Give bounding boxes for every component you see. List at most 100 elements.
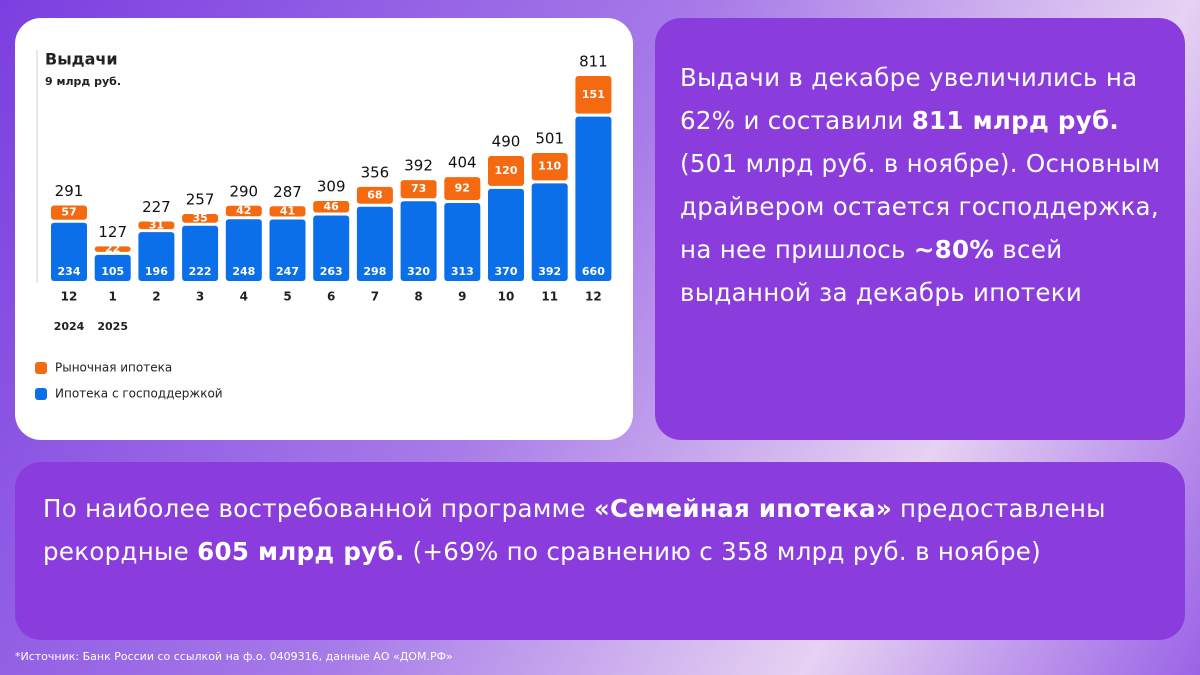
data-label: 35 (192, 211, 207, 224)
data-label: 222 (189, 265, 212, 278)
bar-segment (488, 188, 524, 281)
total-label: 227 (142, 198, 171, 216)
bar-segment (531, 152, 568, 181)
total-label: 490 (492, 132, 521, 150)
bar-segment (400, 201, 437, 281)
data-label: 320 (407, 265, 430, 278)
text-run: предоставлены рекордные (43, 494, 1106, 566)
text-run: (501 млрд руб. в ноябре). Основным драйв… (680, 149, 1161, 264)
total-label: 356 (361, 163, 390, 181)
chart-card: Выдачи 9 млрд руб. 234 57 291 12 105 22 127 1 19… (15, 18, 633, 440)
bar-segment (575, 76, 612, 114)
text-run: 605 млрд руб. (197, 537, 405, 566)
total-label: 290 (229, 182, 258, 200)
legend-label: Рыночная ипотека (55, 361, 172, 375)
x-tick-label: 1 (109, 290, 117, 304)
panel-text: По наиболее востребованной программе «Се… (43, 487, 1163, 573)
data-label: 41 (280, 204, 295, 217)
footnote: *Источник: Банк России со ссылкой на ф.о… (15, 650, 453, 663)
data-label: 31 (149, 218, 164, 231)
total-label: 257 (186, 190, 215, 208)
total-label: 291 (55, 182, 84, 200)
data-label: 298 (363, 265, 386, 278)
data-label: 247 (276, 265, 299, 278)
bar-segment (313, 201, 350, 213)
text-run: По наиболее востребованной программе (43, 494, 594, 523)
bar-segment (531, 183, 568, 281)
data-label: 196 (145, 265, 168, 278)
bar-segment (575, 116, 612, 282)
bar-segment (182, 213, 219, 223)
data-label: 110 (538, 160, 561, 173)
x-tick-label: 11 (541, 290, 558, 304)
data-label: 151 (582, 88, 605, 101)
data-label: 46 (324, 200, 340, 213)
data-label: 57 (61, 206, 76, 219)
data-label: 22 (105, 242, 120, 255)
data-label: 370 (495, 265, 518, 278)
text-run: «Семейная ипотека» (593, 494, 892, 523)
text-run: 811 млрд руб. (911, 106, 1120, 135)
chart: Выдачи 9 млрд руб. 234572911210522127119… (35, 50, 612, 401)
total-label: 404 (448, 154, 477, 172)
data-label: 92 (455, 182, 470, 195)
x-tick-label: 12 (61, 290, 78, 304)
bar-segment (225, 219, 262, 281)
total-label: 392 (404, 157, 433, 175)
bar-segment (51, 205, 87, 220)
x-tick-label: 9 (458, 290, 466, 304)
x-tick-label: 12 (585, 290, 602, 304)
bar-segment (138, 221, 175, 230)
data-label: 68 (367, 188, 382, 201)
data-label: 263 (320, 265, 343, 278)
chart-subtitle: 9 млрд руб. (45, 75, 121, 88)
bar-segment (94, 246, 131, 252)
total-label: 287 (273, 183, 302, 201)
data-label: 660 (582, 265, 605, 278)
x-tick-label: 10 (498, 290, 515, 304)
bar-segment (269, 206, 306, 217)
data-label: 392 (538, 265, 561, 278)
x-tick-label: 3 (196, 290, 204, 304)
bar-segment (444, 177, 481, 201)
bar-segment (138, 232, 175, 281)
legend-swatch (35, 362, 47, 374)
bar-segment (269, 219, 306, 281)
x-tick-label: 7 (371, 290, 379, 304)
data-label: 248 (232, 265, 255, 278)
text-run: всей выданной за декабрь ипотеки (680, 235, 1083, 307)
data-label: 105 (101, 265, 124, 278)
text-run: ~80% (913, 235, 995, 264)
year-label: 2025 (97, 320, 128, 333)
bar-segment (400, 180, 437, 199)
x-tick-label: 6 (327, 290, 335, 304)
legend-swatch (35, 388, 47, 400)
data-label: 42 (236, 204, 251, 217)
total-label: 811 (579, 53, 608, 71)
bar-segment (225, 205, 262, 217)
year-label: 2024 (54, 320, 85, 333)
x-tick-label: 8 (414, 290, 422, 304)
bar-segment (51, 222, 87, 281)
text-card: По наиболее востребованной программе «Се… (15, 462, 1185, 640)
x-tick-label: 4 (240, 290, 248, 304)
x-tick-label: 5 (283, 290, 291, 304)
text-run: Выдачи в декабре увеличились на 62% и со… (680, 63, 1138, 135)
bar-segment (444, 203, 481, 281)
total-label: 127 (98, 223, 127, 241)
data-label: 120 (495, 164, 518, 177)
bar-segment (94, 254, 131, 281)
legend-label: Ипотека с господдержкой (55, 387, 223, 401)
x-tick-label: 2 (152, 290, 160, 304)
bar-segment (313, 215, 350, 281)
data-label: 73 (411, 182, 426, 195)
data-label: 313 (451, 265, 474, 278)
panel-text: Выдачи в декабре увеличились на 62% и со… (680, 56, 1170, 314)
text-run: (+69% по сравнению с 358 млрд руб. в ноя… (404, 537, 1042, 566)
bar-segment (488, 155, 524, 186)
text-card: Выдачи в декабре увеличились на 62% и со… (655, 18, 1185, 440)
total-label: 309 (317, 178, 346, 196)
bar-segment (182, 225, 219, 281)
bar-segment (356, 206, 393, 281)
